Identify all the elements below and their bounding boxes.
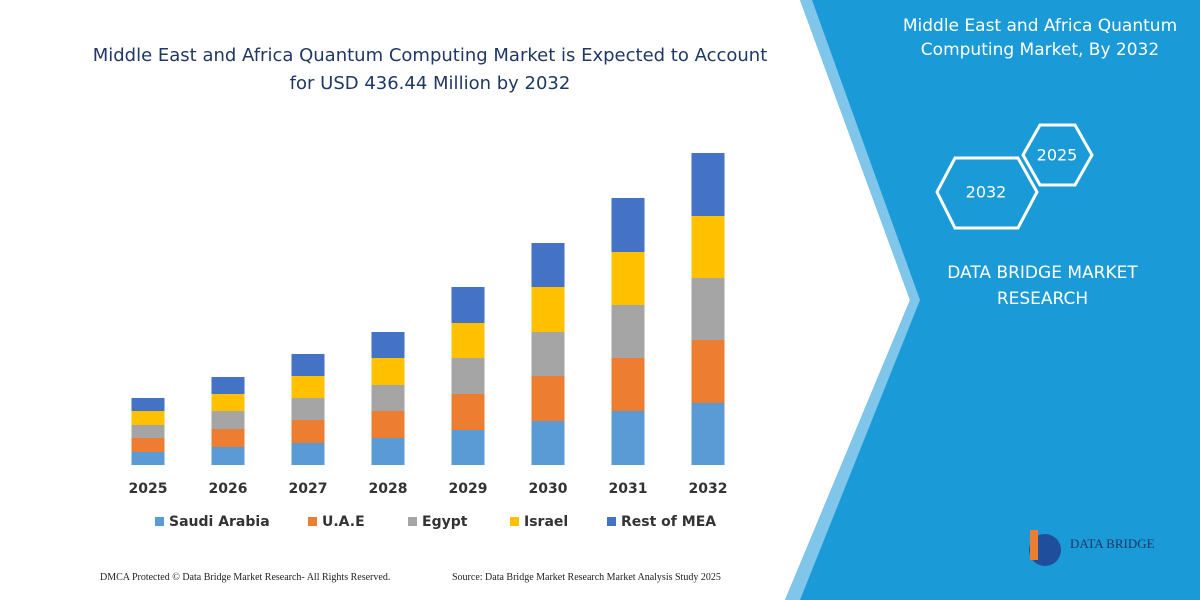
bar-segment [531,243,565,287]
legend-swatch [607,517,616,526]
bar-segment [131,425,165,438]
bar-segment [291,420,325,443]
bar-segment [291,398,325,420]
bar-segment [131,438,165,452]
legend-label: Egypt [422,514,468,530]
bar-segment [371,438,405,465]
bar-segment [451,323,485,358]
bar-segment [611,411,645,465]
bar-segment [451,358,485,394]
chart-title: Middle East and Africa Quantum Computing… [92,45,768,94]
bar-segment [691,340,725,403]
bar-segment [451,287,485,323]
bar-segment [451,430,485,465]
legend-swatch [155,517,164,526]
legend-label: U.A.E [322,514,365,530]
bar-segment [371,385,405,411]
legend-label: Saudi Arabia [169,514,270,530]
bar-segment [371,358,405,385]
footer-left: DMCA Protected © Data Bridge Market Rese… [100,572,391,583]
brand: DATA BRIDGE MARKET RESEARCH [947,263,1138,309]
bar-segment [531,376,565,421]
legend-swatch [510,517,519,526]
hex-label: 2032 [966,183,1007,202]
x-tick-label: 2025 [129,481,168,497]
x-tick-label: 2030 [529,481,568,497]
hexagon [1021,123,1094,187]
bar-segment [531,287,565,332]
bar-segment [611,305,645,358]
bar-segment [371,411,405,438]
bar-segment [691,153,725,216]
bar-segment [691,403,725,465]
legend-swatch [408,517,417,526]
x-tick-label: 2027 [289,481,328,497]
panel-stripe [785,0,920,600]
x-tick-label: 2032 [689,481,728,497]
bar-segment [291,443,325,465]
legend-label: Rest of MEA [621,514,716,530]
bar-segment [211,447,245,465]
footer-right: Source: Data Bridge Market Research Mark… [452,572,721,583]
legend-label: Israel [524,514,568,530]
hex-label: 2025 [1037,146,1078,165]
bar-segment [131,398,165,411]
bar-segment [611,198,645,252]
bar-segment [371,332,405,358]
bar-segment [611,358,645,411]
logo-text: DATA BRIDGE [1070,536,1155,551]
bar-segment [611,252,645,305]
x-tick-label: 2031 [609,481,648,497]
bar-segment [291,354,325,376]
bar-segment [531,332,565,376]
bar-segment [211,429,245,447]
x-tick-label: 2026 [209,481,248,497]
bar-segment [691,278,725,340]
bar-segment [131,452,165,465]
bar-segment [451,394,485,430]
bar-segment [211,394,245,411]
bar-segment [531,421,565,465]
logo-icon [1030,530,1038,560]
hexagon [935,156,1039,230]
bar-segment [291,376,325,398]
panel-title: Middle East and Africa Quantum Computing… [902,16,1178,60]
bar-segment [211,377,245,394]
side-panel [785,0,1200,600]
bar-segment [691,216,725,278]
bar-segment [131,411,165,425]
x-tick-label: 2028 [369,481,408,497]
bar-segment [211,411,245,429]
x-tick-label: 2029 [449,481,488,497]
legend-swatch [308,517,317,526]
